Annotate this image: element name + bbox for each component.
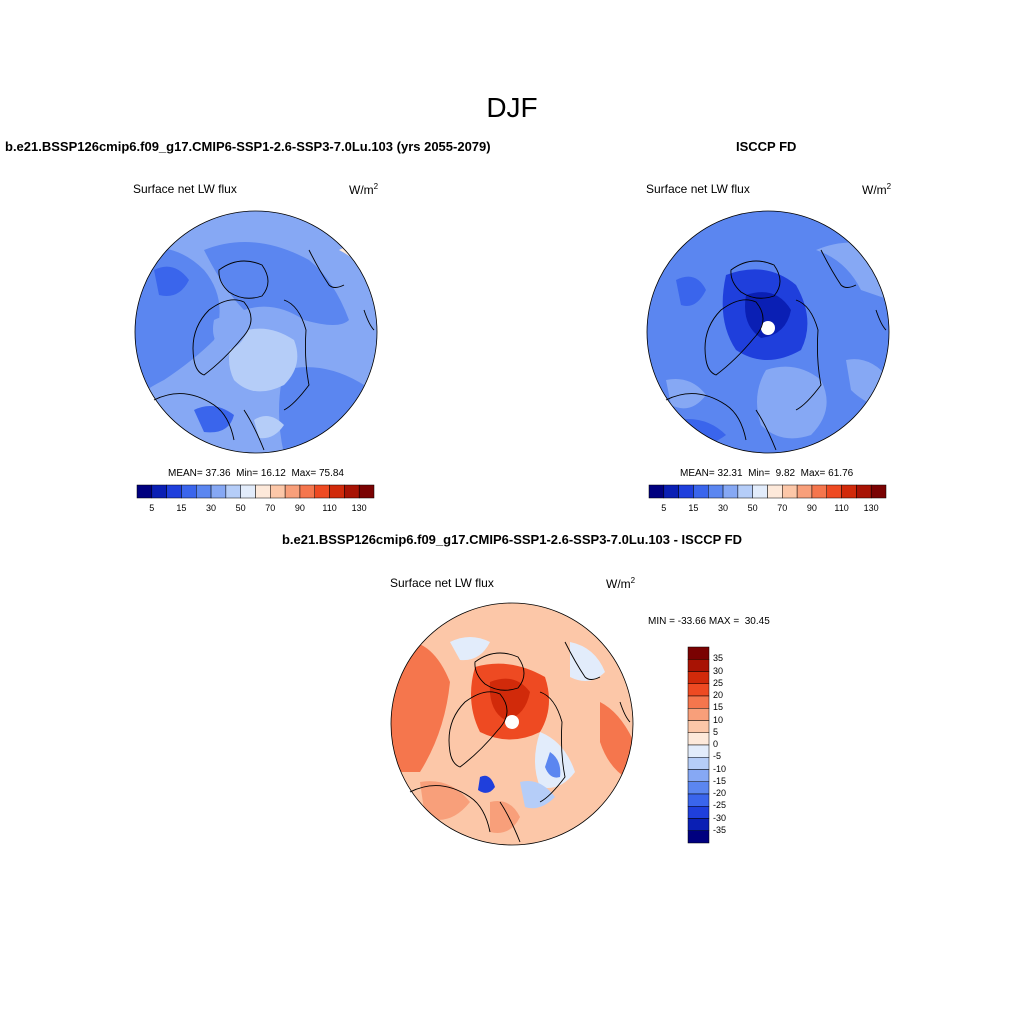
- obs-colorbar-tick-label: 30: [718, 503, 729, 513]
- page-title: DJF: [486, 92, 538, 123]
- obs-colorbar: [648, 484, 887, 499]
- diff-colorbar-swatch: [687, 830, 710, 844]
- obs-colorbar-swatch: [752, 484, 768, 499]
- obs-polar-map: [646, 210, 890, 454]
- model-colorbar-swatch: [358, 484, 375, 499]
- diff-polar-map: [390, 602, 634, 846]
- obs-colorbar-swatch: [826, 484, 842, 499]
- model-colorbar-swatch: [255, 484, 271, 499]
- obs-colorbar-swatch: [663, 484, 679, 499]
- diff-colorbar-tick-label: -5: [713, 751, 722, 762]
- model-colorbar-swatch: [151, 484, 167, 499]
- model-colorbar: [136, 484, 375, 499]
- obs-variable-label: Surface net LW flux: [646, 182, 750, 196]
- model-colorbar-swatch: [270, 484, 286, 499]
- obs-colorbar-swatch: [870, 484, 887, 499]
- diff-colorbar-swatch: [687, 818, 710, 831]
- diff-colorbar-tick-label: -15: [713, 775, 727, 786]
- diff-stats: MIN = -33.66 MAX = 30.45: [648, 616, 770, 627]
- model-colorbar-swatch: [181, 484, 197, 499]
- model-case-title: b.e21.BSSP126cmip6.f09_g17.CMIP6-SSP1-2.…: [5, 139, 491, 154]
- model-colorbar-swatch: [299, 484, 315, 499]
- diff-colorbar-swatch: [687, 793, 710, 807]
- diff-colorbar-swatch: [687, 659, 710, 672]
- model-colorbar-tick-label: 15: [176, 503, 187, 513]
- model-colorbar-tick-label: 110: [322, 503, 337, 513]
- model-colorbar-tick-label: 130: [351, 503, 367, 513]
- diff-units-label: W/m2: [606, 576, 636, 591]
- diff-variable-label: Surface net LW flux: [390, 576, 494, 590]
- obs-colorbar-swatch: [796, 484, 813, 499]
- diff-colorbar-swatch: [687, 781, 710, 795]
- obs-colorbar-tick-label: 110: [834, 503, 849, 513]
- diff-colorbar-tick-label: -25: [713, 800, 727, 811]
- diff-colorbar-swatch: [687, 720, 710, 733]
- model-colorbar-tick-label: 5: [149, 503, 155, 513]
- diff-colorbar: [687, 646, 710, 844]
- obs-colorbar-swatch: [708, 484, 724, 499]
- model-colorbar-swatch: [196, 484, 212, 499]
- model-colorbar-swatch: [210, 484, 227, 499]
- diff-colorbar-tick-label: 25: [713, 677, 724, 688]
- diff-case-title: b.e21.BSSP126cmip6.f09_g17.CMIP6-SSP1-2.…: [281, 532, 742, 547]
- obs-colorbar-tick-label: 15: [688, 503, 699, 513]
- model-colorbar-swatch: [344, 484, 360, 499]
- diff-colorbar-tick-label: 5: [713, 726, 719, 737]
- diff-colorbar-swatch: [687, 695, 710, 709]
- obs-colorbar-swatch: [678, 484, 694, 499]
- model-stats: MEAN= 37.36 Min= 16.12 Max= 75.84: [168, 468, 344, 479]
- diff-colorbar-tick-label: -20: [713, 788, 727, 798]
- obs-colorbar-swatch: [782, 484, 798, 499]
- model-polar-map: [134, 210, 378, 454]
- obs-units-label: W/m2: [862, 182, 892, 197]
- model-colorbar-swatch: [240, 484, 256, 499]
- obs-case-title: ISCCP FD: [736, 139, 797, 154]
- obs-colorbar-tick-label: 5: [661, 503, 667, 513]
- diff-colorbar-swatch: [687, 757, 710, 770]
- obs-colorbar-swatch: [767, 484, 783, 499]
- model-colorbar-swatch: [136, 484, 153, 499]
- diff-colorbar-swatch: [687, 769, 710, 782]
- diff-colorbar-swatch: [687, 708, 710, 721]
- model-variable-label: Surface net LW flux: [133, 182, 237, 196]
- obs-colorbar-tick-label: 50: [747, 503, 758, 513]
- obs-colorbar-tick-label: 90: [806, 503, 817, 513]
- model-colorbar-swatch: [225, 484, 241, 499]
- obs-colorbar-swatch: [722, 484, 739, 499]
- diff-colorbar-tick-label: 15: [713, 702, 724, 713]
- obs-colorbar-swatch: [811, 484, 827, 499]
- model-colorbar-swatch: [166, 484, 182, 499]
- model-colorbar-swatch: [284, 484, 301, 499]
- model-colorbar-tick-label: 90: [294, 503, 305, 513]
- obs-colorbar-swatch: [856, 484, 872, 499]
- diff-colorbar-tick-label: -35: [713, 824, 727, 835]
- diff-colorbar-tick-label: 0: [713, 739, 719, 749]
- diff-colorbar-tick-label: 10: [713, 714, 724, 725]
- diff-colorbar-tick-label: 35: [713, 653, 724, 664]
- diff-colorbar-swatch: [687, 671, 710, 684]
- obs-colorbar-tick-label: 70: [777, 503, 788, 513]
- model-colorbar-tick-label: 50: [235, 503, 246, 513]
- model-colorbar-swatch: [329, 484, 345, 499]
- obs-colorbar-tick-label: 130: [863, 503, 879, 513]
- obs-colorbar-swatch: [737, 484, 753, 499]
- diff-colorbar-swatch: [687, 683, 710, 697]
- obs-colorbar-swatch: [693, 484, 709, 499]
- diff-colorbar-swatch: [687, 646, 710, 660]
- model-colorbar-swatch: [314, 484, 330, 499]
- model-colorbar-tick-label: 70: [265, 503, 276, 513]
- obs-colorbar-swatch: [648, 484, 665, 499]
- diff-colorbar-tick-label: 20: [713, 690, 724, 700]
- diff-colorbar-tick-label: -10: [713, 763, 727, 774]
- diff-colorbar-swatch: [687, 744, 710, 758]
- diff-colorbar-swatch: [687, 732, 710, 746]
- diff-colorbar-tick-label: 30: [713, 665, 724, 676]
- diff-colorbar-swatch: [687, 806, 710, 819]
- obs-colorbar-swatch: [841, 484, 857, 499]
- model-colorbar-tick-label: 30: [206, 503, 217, 513]
- obs-stats: MEAN= 32.31 Min= 9.82 Max= 61.76: [680, 468, 854, 479]
- diff-colorbar-tick-label: -30: [713, 812, 727, 823]
- model-units-label: W/m2: [349, 182, 379, 197]
